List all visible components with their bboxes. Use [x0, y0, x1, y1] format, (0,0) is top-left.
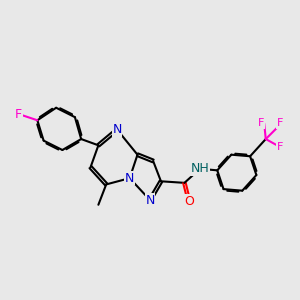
Text: N: N	[125, 172, 134, 185]
Text: NH: NH	[191, 162, 209, 175]
Text: F: F	[258, 118, 264, 128]
Text: N: N	[145, 194, 155, 207]
Text: F: F	[15, 107, 22, 121]
Text: F: F	[277, 142, 283, 152]
Text: N: N	[112, 123, 122, 136]
Text: O: O	[184, 195, 194, 208]
Text: F: F	[277, 118, 283, 128]
